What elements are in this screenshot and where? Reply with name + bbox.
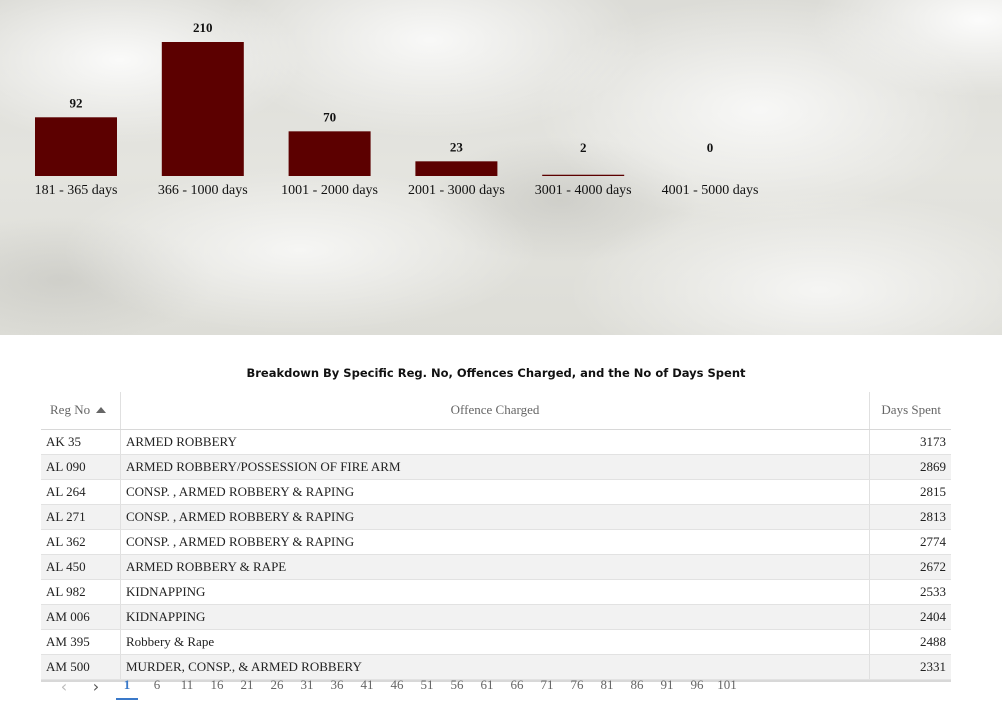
offence-cell: CONSP. , ARMED ROBBERY & RAPING (121, 530, 870, 554)
column-header-reg-no[interactable]: Reg No (41, 392, 121, 429)
page-button-66[interactable]: 66 (510, 677, 524, 692)
offence-cell: ARMED ROBBERY (121, 430, 870, 454)
days-spent-cell: 2774 (920, 534, 946, 549)
reg-no-cell: AM 500 (41, 655, 121, 679)
bar-value-label: 23 (450, 139, 464, 154)
bar-1[interactable] (161, 42, 244, 176)
chevron-right-icon: › (92, 676, 100, 696)
sort-ascending-icon[interactable] (96, 407, 107, 414)
chevron-left-icon: ‹ (60, 676, 68, 696)
offence-cell: Robbery & Rape (121, 630, 870, 654)
page-button-86[interactable]: 86 (630, 677, 644, 692)
page-button-101[interactable]: 101 (717, 677, 737, 692)
days-spent-cell: 2404 (920, 609, 946, 624)
category-label: 3001 - 4000 days (535, 183, 632, 198)
page-button-1[interactable]: 1 (116, 672, 138, 700)
page-button-96[interactable]: 96 (690, 677, 704, 692)
category-label: 1001 - 2000 days (281, 183, 378, 198)
table-row[interactable]: AM 500 MURDER, CONSP., & ARMED ROBBERY 233… (41, 655, 951, 680)
reg-no-cell: AL 271 (41, 505, 121, 529)
offence-cell: KIDNAPPING (121, 605, 870, 629)
cloud-background: 92 181 - 365 days 210 366 - 1000 days 70 1001… (0, 0, 1002, 335)
category-label: 2001 - 3000 days (408, 183, 505, 198)
table-row[interactable]: AK 35 ARMED ROBBERY 3173 (41, 430, 951, 455)
table-body: AK 35 ARMED ROBBERY 3173 AL 090 ARMED ROBBER… (41, 430, 951, 680)
page-button-41[interactable]: 41 (360, 677, 374, 692)
prev-page-button[interactable]: ‹ (48, 677, 80, 696)
table-row[interactable]: AM 006 KIDNAPPING 2404 (41, 605, 951, 630)
next-page-button[interactable]: › (80, 677, 112, 696)
table-row[interactable]: AL 090 ARMED ROBBERY/POSSESSION OF FIRE A… (41, 455, 951, 480)
days-spent-cell: 2869 (920, 459, 946, 474)
page-button-16[interactable]: 16 (210, 677, 224, 692)
page-button-61[interactable]: 61 (480, 677, 494, 692)
table-header: Reg No Offence Charged Days Spent (41, 392, 951, 430)
page-button-46[interactable]: 46 (390, 677, 404, 692)
page-button-26[interactable]: 26 (270, 677, 284, 692)
page-button-36[interactable]: 36 (330, 677, 344, 692)
days-spent-cell: 2813 (920, 509, 946, 524)
category-label: 366 - 1000 days (158, 183, 248, 198)
pagination: ‹ › 1 6 11 16 21 26 31 36 41 46 51 56 61 66 71 76 81 86 91… (48, 671, 742, 701)
table-row[interactable]: AL 271 CONSP. , ARMED ROBBERY & RAPING 281… (41, 505, 951, 530)
bar-0[interactable] (35, 117, 117, 176)
page-button-76[interactable]: 76 (570, 677, 584, 692)
page-button-91[interactable]: 91 (660, 677, 674, 692)
offence-cell: MURDER, CONSP., & ARMED ROBBERY (121, 655, 870, 679)
table-row[interactable]: AL 362 CONSP. , ARMED ROBBERY & RAPING 277… (41, 530, 951, 555)
bar-value-label: 210 (193, 20, 213, 35)
table-row[interactable]: AL 450 ARMED ROBBERY & RAPE 2672 (41, 555, 951, 580)
table-row[interactable]: AL 982 KIDNAPPING 2533 (41, 580, 951, 605)
reg-no-cell: AL 090 (41, 455, 121, 479)
page-button-11[interactable]: 11 (180, 677, 194, 692)
bar-4[interactable] (542, 174, 625, 176)
offence-cell: ARMED ROBBERY & RAPE (121, 555, 870, 579)
category-label: 181 - 365 days (35, 183, 118, 198)
column-header-days[interactable]: Days Spent (881, 402, 941, 417)
page-list: 1 6 11 16 21 26 31 36 41 46 51 56 61 66 71 76 81 86 91 96 10… (112, 672, 742, 700)
page-button-31[interactable]: 31 (300, 677, 314, 692)
offence-cell: CONSP. , ARMED ROBBERY & RAPING (121, 480, 870, 504)
reg-no-cell: AL 264 (41, 480, 121, 504)
bar-value-label: 0 (707, 140, 714, 155)
reg-no-cell: AM 006 (41, 605, 121, 629)
reg-no-cell: AM 395 (41, 630, 121, 654)
page-button-56[interactable]: 56 (450, 677, 464, 692)
days-spent-cell: 2331 (920, 659, 946, 674)
bar-value-label: 70 (323, 109, 336, 124)
table-row[interactable]: AM 395 Robbery & Rape 2488 (41, 630, 951, 655)
column-header-label: Reg No (50, 402, 91, 417)
reg-no-cell: AL 982 (41, 580, 121, 604)
bar-2[interactable] (288, 131, 371, 176)
days-spent-cell: 2488 (920, 634, 946, 649)
column-header-offence[interactable]: Offence Charged (121, 392, 870, 429)
days-spent-cell: 2533 (920, 584, 946, 599)
days-spent-cell: 3173 (920, 434, 946, 449)
bar-value-label: 92 (70, 95, 83, 110)
table-title: Breakdown By Specific Reg. No, Offences … (246, 366, 746, 380)
page-button-71[interactable]: 71 (540, 677, 554, 692)
bar-3[interactable] (415, 161, 498, 176)
offence-cell: CONSP. , ARMED ROBBERY & RAPING (121, 505, 870, 529)
days-spent-cell: 2815 (920, 484, 946, 499)
offence-cell: ARMED ROBBERY/POSSESSION OF FIRE ARM (121, 455, 870, 479)
page-button-81[interactable]: 81 (600, 677, 614, 692)
bar-value-label: 2 (580, 140, 587, 155)
page-button-6[interactable]: 6 (153, 677, 161, 692)
reg-no-cell: AK 35 (41, 430, 121, 454)
reg-no-cell: AL 450 (41, 555, 121, 579)
page-button-21[interactable]: 21 (240, 677, 254, 692)
data-table: Reg No Offence Charged Days Spent AK 35 A… (41, 392, 951, 682)
category-label: 4001 - 5000 days (662, 183, 759, 198)
page-button-51[interactable]: 51 (420, 677, 434, 692)
table-row[interactable]: AL 264 CONSP. , ARMED ROBBERY & RAPING 281… (41, 480, 951, 505)
reg-no-cell: AL 362 (41, 530, 121, 554)
days-spent-cell: 2672 (920, 559, 946, 574)
offence-cell: KIDNAPPING (121, 580, 870, 604)
duration-bar-chart: 92 181 - 365 days 210 366 - 1000 days 70 1001… (35, 20, 759, 198)
